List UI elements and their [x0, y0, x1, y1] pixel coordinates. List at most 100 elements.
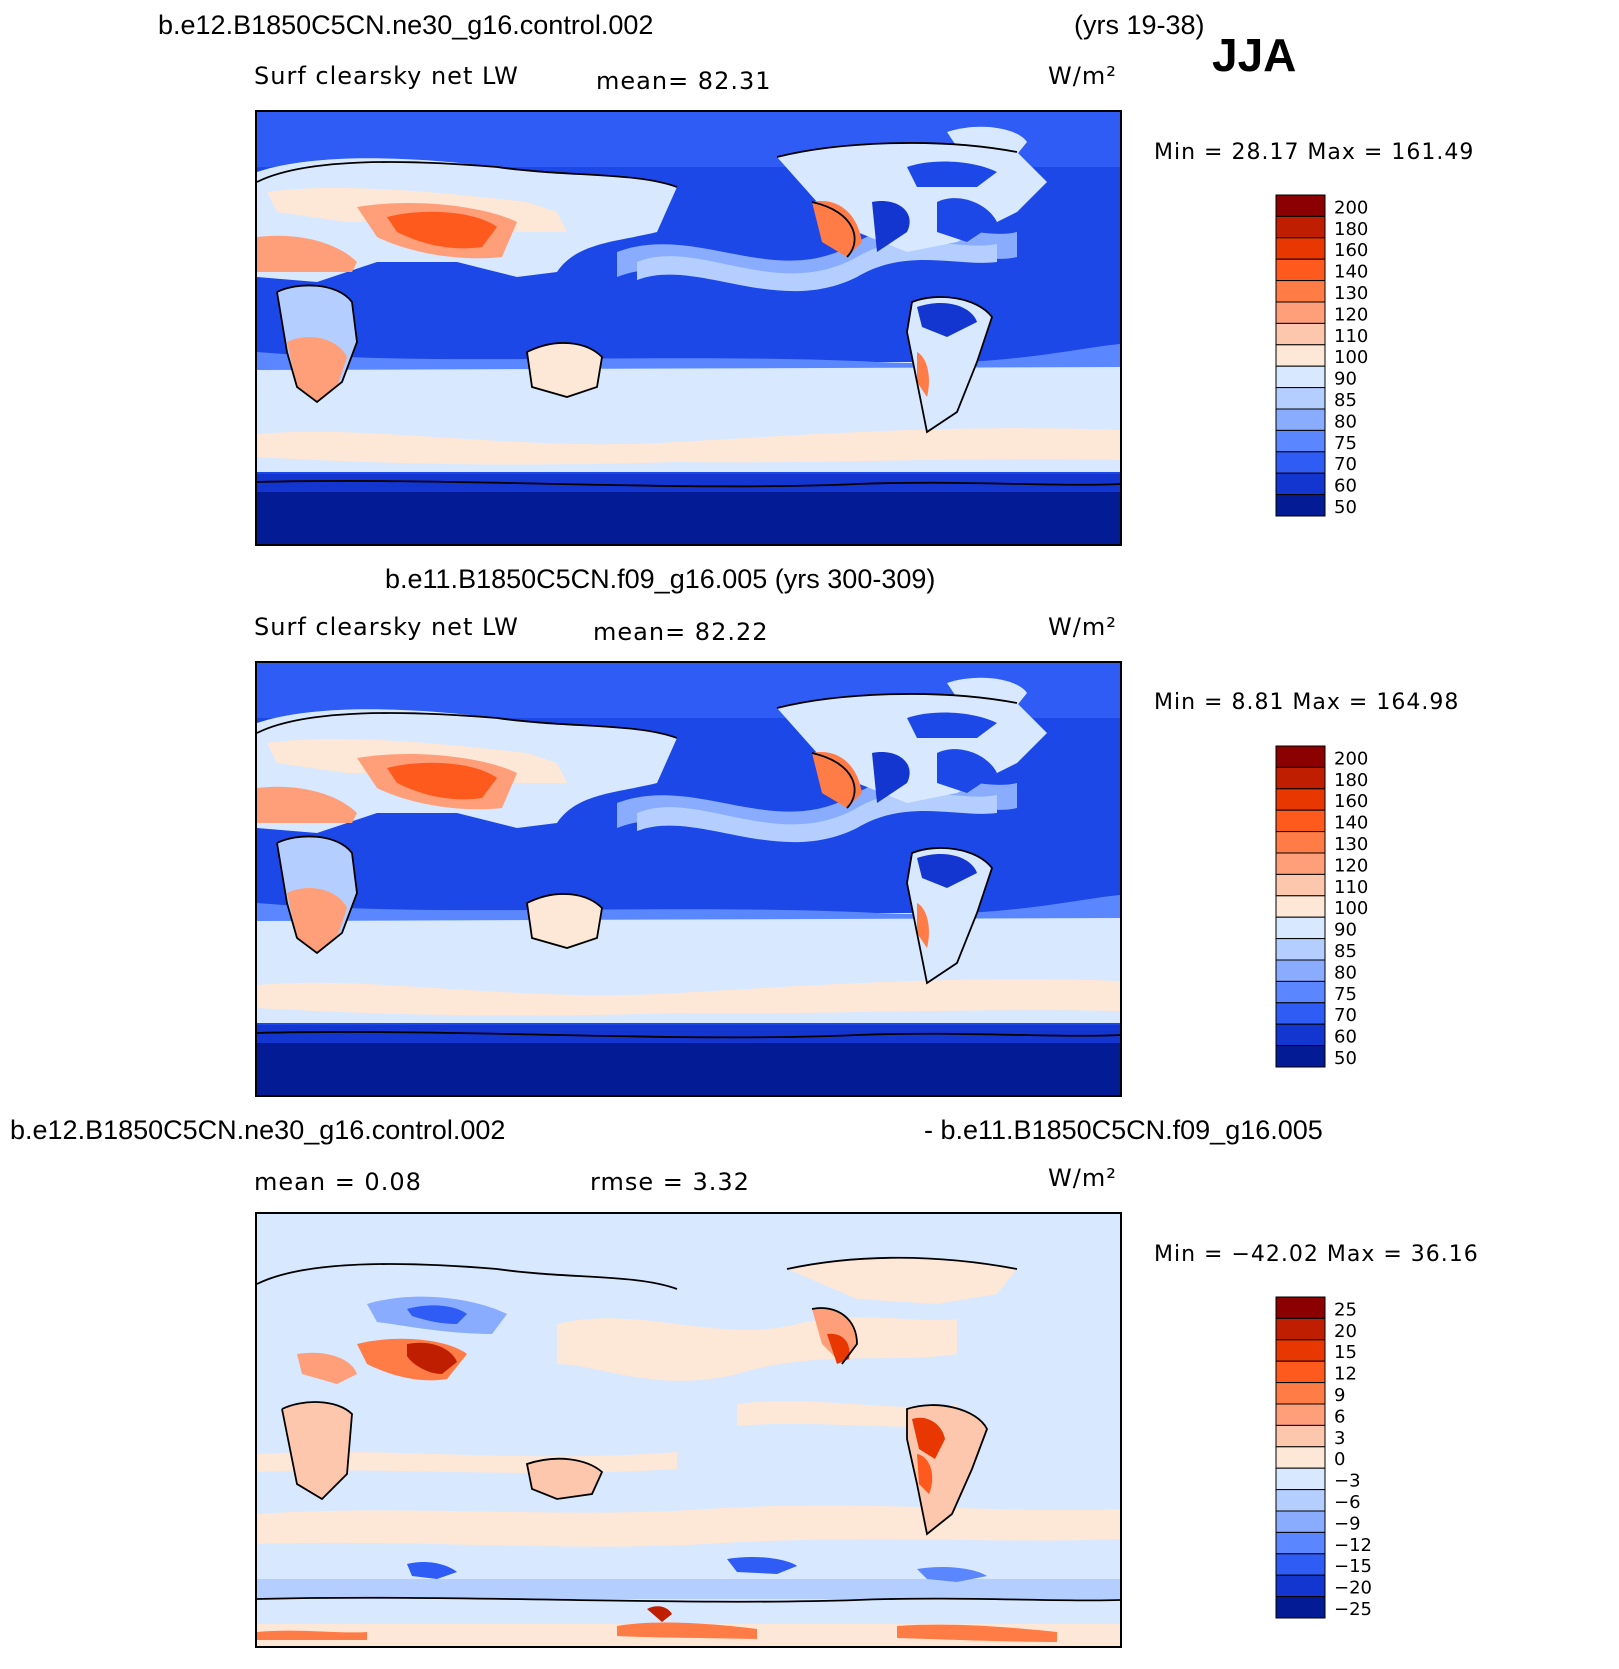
colorbar-box — [1275, 344, 1326, 367]
colorbar-box — [1275, 1360, 1326, 1384]
colorbar-box — [1275, 322, 1326, 346]
colorbar-tick-label: 120 — [1334, 855, 1368, 876]
colorbar-tick-label: 110 — [1334, 326, 1368, 347]
colorbar-tick-label: 100 — [1334, 898, 1368, 919]
colorbar-box — [1275, 301, 1326, 324]
panel3-map — [255, 1212, 1122, 1648]
colorbar-box — [1275, 1403, 1326, 1426]
colorbar-box — [1275, 1002, 1326, 1025]
panel1-variable: Surf clearsky net LW — [254, 62, 519, 90]
colorbar-tick-label: −25 — [1334, 1599, 1372, 1620]
colorbar-box — [1275, 472, 1326, 496]
colorbar-box — [1275, 237, 1326, 260]
colorbar-box — [1275, 429, 1326, 453]
colorbar-tick-label: 60 — [1334, 1027, 1357, 1048]
colorbar-tick-label: 60 — [1334, 476, 1357, 497]
colorbar-tick-label: 3 — [1334, 1428, 1345, 1449]
panel3-mean: mean = 0.08 — [254, 1168, 422, 1196]
colorbar-box — [1275, 1574, 1326, 1598]
colorbar-tick-label: 85 — [1334, 390, 1357, 411]
colorbar-tick-label: 130 — [1334, 834, 1368, 855]
colorbar-box — [1275, 451, 1326, 474]
colorbar-tick-label: 80 — [1334, 962, 1357, 983]
colorbar-tick-label: 110 — [1334, 877, 1368, 898]
panel1-mean: mean= 82.31 — [596, 67, 772, 95]
colorbar-tick-label: 75 — [1334, 984, 1357, 1005]
colorbar-box — [1275, 852, 1326, 875]
panel3-units: W/m² — [1048, 1164, 1117, 1192]
colorbar-tick-label: 90 — [1334, 369, 1357, 390]
colorbar-tick-label: −6 — [1334, 1492, 1361, 1513]
panel2-units: W/m² — [1048, 613, 1117, 641]
colorbar-box — [1275, 365, 1326, 389]
colorbar-tick-label: 75 — [1334, 433, 1357, 454]
colorbar-tick-label: 140 — [1334, 813, 1368, 834]
colorbar-tick-label: 70 — [1334, 1005, 1357, 1026]
panel2-map — [255, 661, 1122, 1097]
colorbar-box — [1275, 1531, 1326, 1555]
colorbar-box — [1275, 215, 1326, 239]
colorbar-tick-label: 160 — [1334, 240, 1368, 261]
colorbar-box — [1275, 194, 1326, 217]
colorbar-box — [1275, 766, 1326, 790]
colorbar-box — [1275, 1339, 1326, 1362]
colorbar-tick-label: 25 — [1334, 1299, 1357, 1320]
colorbar-tick-label: 200 — [1334, 748, 1368, 769]
colorbar-tick-label: 6 — [1334, 1406, 1345, 1427]
colorbar-tick-label: 15 — [1334, 1342, 1357, 1363]
panel1-years: (yrs 19-38) — [1074, 10, 1205, 40]
colorbar-tick-label: 140 — [1334, 262, 1368, 283]
colorbar-box — [1275, 1045, 1326, 1068]
panel2-title: b.e11.B1850C5CN.f09_g16.005 (yrs 300-309… — [385, 564, 936, 594]
colorbar-tick-label: −20 — [1334, 1578, 1372, 1599]
colorbar-tick-label: 180 — [1334, 219, 1368, 240]
colorbar-box — [1275, 1446, 1326, 1469]
colorbar-tick-label: −3 — [1334, 1471, 1361, 1492]
panel2-mean: mean= 82.22 — [593, 618, 769, 646]
panel2-minmax: Min = 8.81 Max = 164.98 — [1154, 690, 1460, 715]
colorbar-box — [1275, 1382, 1326, 1405]
colorbar-box — [1275, 1596, 1326, 1619]
panel1-map — [255, 110, 1122, 546]
colorbar-box — [1275, 1424, 1326, 1448]
colorbar-tick-label: 200 — [1334, 197, 1368, 218]
panel3-rmse: rmse = 3.32 — [590, 1168, 750, 1196]
colorbar-box — [1275, 1510, 1326, 1533]
colorbar-tick-label: 50 — [1334, 497, 1357, 518]
colorbar-box — [1275, 980, 1326, 1004]
colorbar-box — [1275, 809, 1326, 833]
colorbar-tick-label: 160 — [1334, 791, 1368, 812]
colorbar-box — [1275, 408, 1326, 431]
colorbar-tick-label: −9 — [1334, 1513, 1361, 1534]
panel3-minmax: Min = −42.02 Max = 36.16 — [1154, 1242, 1479, 1267]
colorbar-box — [1275, 1467, 1326, 1491]
panel3-title-left: b.e12.B1850C5CN.ne30_g16.control.002 — [10, 1115, 506, 1145]
colorbar-box — [1275, 873, 1326, 897]
panel1-units: W/m² — [1048, 62, 1117, 90]
colorbar-box — [1275, 494, 1326, 517]
colorbar-box — [1275, 1553, 1326, 1576]
colorbar-tick-label: 130 — [1334, 283, 1368, 304]
colorbar-box — [1275, 788, 1326, 811]
colorbar-tick-label: 9 — [1334, 1385, 1345, 1406]
colorbar-tick-label: 80 — [1334, 411, 1357, 432]
colorbar-tick-label: 12 — [1334, 1364, 1357, 1385]
colorbar-box — [1275, 916, 1326, 940]
colorbar-box — [1275, 1489, 1326, 1512]
colorbar-tick-label: 20 — [1334, 1321, 1357, 1342]
panel1-colorbar: 200 180 160 140 130 120 110 100 90 85 80 75 70 60 50 — [1275, 194, 1386, 540]
colorbar-tick-label: 100 — [1334, 347, 1368, 368]
colorbar-box — [1275, 258, 1326, 282]
colorbar-box — [1275, 831, 1326, 854]
colorbar-box — [1275, 959, 1326, 982]
colorbar-box — [1275, 387, 1326, 410]
panel3-colorbar: 25 20 15 12 9 6 3 0 −3 −6 −9 −12 −15 −20 −25 — [1275, 1296, 1386, 1642]
colorbar-box — [1275, 1023, 1326, 1047]
panel3-title-right: - b.e11.B1850C5CN.f09_g16.005 — [924, 1115, 1323, 1145]
colorbar-tick-label: 120 — [1334, 304, 1368, 325]
colorbar-box — [1275, 745, 1326, 768]
colorbar-box — [1275, 1296, 1326, 1319]
colorbar-tick-label: 50 — [1334, 1048, 1357, 1069]
